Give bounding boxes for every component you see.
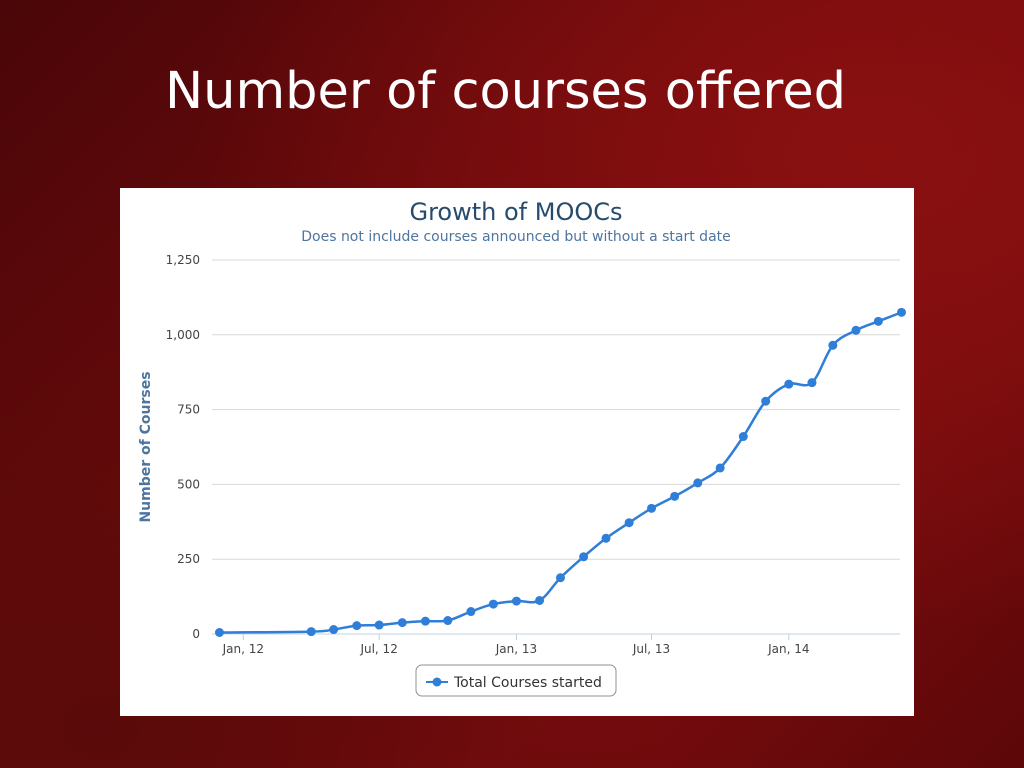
data-point[interactable] (693, 478, 703, 488)
data-point[interactable] (397, 618, 407, 628)
data-point[interactable] (715, 463, 725, 473)
data-point[interactable] (601, 533, 611, 543)
x-tick-labels: Jan, 12 Jul, 12 Jan, 13 Jul, 13 Jan, 14 (222, 642, 810, 656)
slide-title: Number of courses offered (165, 62, 847, 121)
y-tick-label: 1,000 (166, 328, 200, 342)
y-tick-label: 1,250 (166, 253, 200, 267)
chart-subtitle: Does not include courses announced but w… (301, 229, 731, 245)
x-tick-label: Jul, 12 (359, 642, 397, 656)
data-point[interactable] (873, 316, 883, 326)
data-point[interactable] (329, 625, 339, 635)
y-tick-label: 500 (177, 477, 200, 491)
data-point[interactable] (851, 325, 861, 335)
chart-panel: Growth of MOOCs Does not include courses… (120, 188, 914, 716)
chart-svg: Growth of MOOCs Does not include courses… (138, 198, 906, 697)
series-line (219, 311, 902, 634)
data-point[interactable] (828, 340, 838, 350)
data-point[interactable] (761, 396, 771, 406)
legend-marker-swatch (432, 677, 442, 687)
data-point[interactable] (784, 379, 794, 389)
data-point[interactable] (374, 620, 384, 630)
data-point[interactable] (896, 307, 906, 317)
data-point[interactable] (488, 599, 498, 609)
data-point[interactable] (807, 378, 817, 388)
data-point[interactable] (214, 628, 224, 638)
data-point[interactable] (420, 616, 430, 626)
data-point[interactable] (624, 518, 634, 528)
y-tick-labels: 0 250 500 750 1,000 1,250 (166, 253, 200, 641)
y-tick-label: 250 (177, 552, 200, 566)
data-point[interactable] (738, 432, 748, 442)
legend-label[interactable]: Total Courses started (453, 675, 602, 691)
data-point[interactable] (443, 616, 453, 626)
series-layer (214, 307, 906, 638)
data-point[interactable] (535, 595, 545, 605)
x-tick-label: Jan, 13 (495, 642, 537, 656)
legend-box[interactable] (415, 664, 617, 697)
y-tick-label: 0 (192, 627, 200, 641)
grid-layer (212, 259, 900, 640)
data-point[interactable] (511, 596, 521, 606)
data-point[interactable] (352, 621, 362, 631)
data-point[interactable] (579, 552, 589, 562)
data-point[interactable] (466, 607, 476, 617)
x-tick-label: Jul, 13 (632, 642, 670, 656)
chart-title: Growth of MOOCs (409, 198, 622, 226)
data-point[interactable] (670, 491, 680, 501)
data-point[interactable] (555, 573, 565, 583)
data-point[interactable] (647, 503, 657, 513)
data-point[interactable] (306, 627, 316, 637)
y-axis-title: Number of Courses (138, 371, 154, 522)
y-tick-label: 750 (177, 403, 200, 417)
x-tick-label: Jan, 14 (767, 642, 809, 656)
legend[interactable]: Total Courses started (415, 664, 617, 697)
x-tick-label: Jan, 12 (222, 642, 264, 656)
